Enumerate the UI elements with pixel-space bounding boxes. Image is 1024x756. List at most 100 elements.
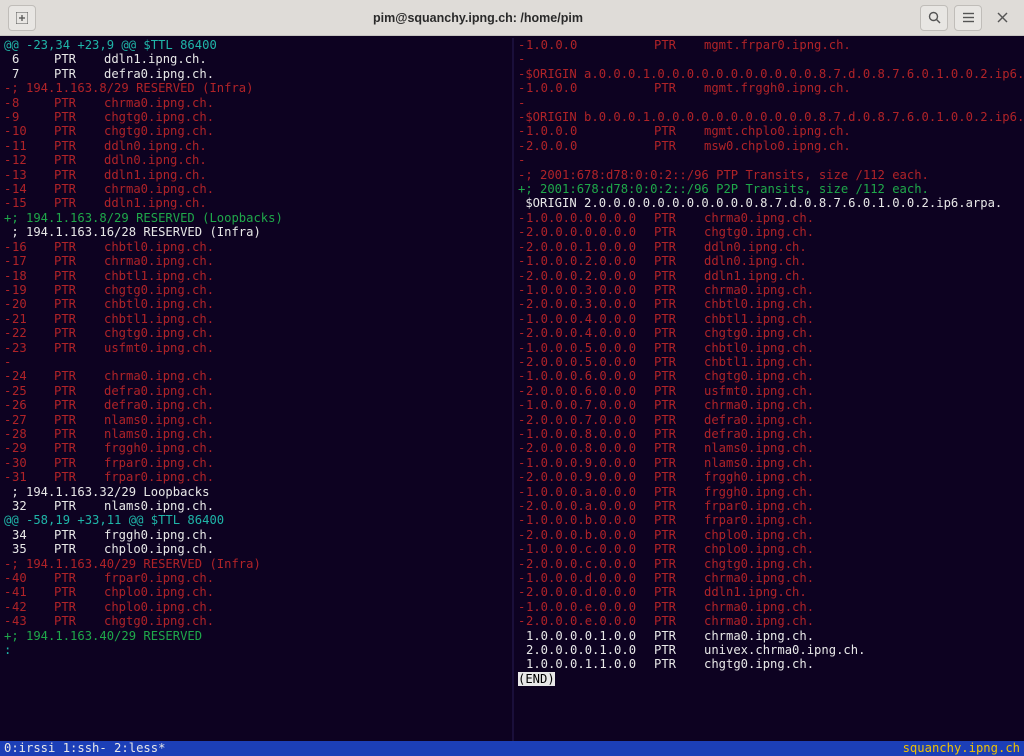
diff-line: -10PTRchgtg0.ipng.ch. (4, 124, 512, 138)
diff-line: -$ORIGIN a.0.0.0.1.0.0.0.0.0.0.0.0.0.0.0… (518, 67, 1024, 81)
new-tab-button[interactable] (8, 5, 36, 31)
diff-line: +; 2001:678:d78:0:0:2::/96 P2P Transits,… (518, 182, 1024, 196)
diff-line: -13PTRddln1.ipng.ch. (4, 168, 512, 182)
diff-line: -8PTRchrma0.ipng.ch. (4, 96, 512, 110)
diff-line: -1.0.0.0.6.0.0.0PTRchgtg0.ipng.ch. (518, 369, 1024, 383)
diff-line: -1.0.0.0PTRmgmt.frggh0.ipng.ch. (518, 81, 1024, 95)
diff-line: -1.0.0.0.0.0.0.0PTRchrma0.ipng.ch. (518, 211, 1024, 225)
diff-line: -2.0.0.0.b.0.0.0PTRchplo0.ipng.ch. (518, 528, 1024, 542)
search-icon (928, 11, 941, 24)
diff-line: 2.0.0.0.0.1.0.0PTRunivex.chrma0.ipng.ch. (518, 643, 1024, 657)
diff-line: -; 2001:678:d78:0:0:2::/96 PTP Transits,… (518, 168, 1024, 182)
diff-line: -; 194.1.163.40/29 RESERVED (Infra) (4, 557, 512, 571)
diff-line: -2.0.0.0.7.0.0.0PTRdefra0.ipng.ch. (518, 413, 1024, 427)
diff-line: -12PTRddln0.ipng.ch. (4, 153, 512, 167)
diff-line: -19PTRchgtg0.ipng.ch. (4, 283, 512, 297)
diff-line: -41PTRchplo0.ipng.ch. (4, 585, 512, 599)
diff-line: -18PTRchbtl1.ipng.ch. (4, 269, 512, 283)
diff-line: -1.0.0.0.b.0.0.0PTRfrpar0.ipng.ch. (518, 513, 1024, 527)
diff-line: -2.0.0.0.0.0.0.0PTRchgtg0.ipng.ch. (518, 225, 1024, 239)
diff-line: -1.0.0.0.3.0.0.0PTRchrma0.ipng.ch. (518, 283, 1024, 297)
diff-line: -40PTRfrpar0.ipng.ch. (4, 571, 512, 585)
terminal-window: pim@squanchy.ipng.ch: /home/pim @@ -23,3… (0, 0, 1024, 756)
diff-line: -2.0.0.0.2.0.0.0PTRddln1.ipng.ch. (518, 269, 1024, 283)
diff-line: -17PTRchrma0.ipng.ch. (4, 254, 512, 268)
hamburger-icon (962, 12, 975, 23)
diff-line: -1.0.0.0.d.0.0.0PTRchrma0.ipng.ch. (518, 571, 1024, 585)
left-pane[interactable]: @@ -23,34 +23,9 @@ $TTL 86400 6PTRddln1.… (0, 38, 512, 741)
diff-line: -2.0.0.0.5.0.0.0PTRchbtl1.ipng.ch. (518, 355, 1024, 369)
diff-line: 35PTRchplo0.ipng.ch. (4, 542, 512, 556)
diff-line: -26PTRdefra0.ipng.ch. (4, 398, 512, 412)
diff-line: @@ -58,19 +33,11 @@ $TTL 86400 (4, 513, 512, 527)
diff-line: -1.0.0.0.7.0.0.0PTRchrma0.ipng.ch. (518, 398, 1024, 412)
diff-line: -1.0.0.0.e.0.0.0PTRchrma0.ipng.ch. (518, 600, 1024, 614)
diff-line: -24PTRchrma0.ipng.ch. (4, 369, 512, 383)
diff-line: -23PTRusfmt0.ipng.ch. (4, 341, 512, 355)
diff-line: -1.0.0.0.2.0.0.0PTRddln0.ipng.ch. (518, 254, 1024, 268)
diff-line: -16PTRchbtl0.ipng.ch. (4, 240, 512, 254)
close-icon (997, 12, 1008, 23)
diff-line: -1.0.0.0PTRmgmt.chplo0.ipng.ch. (518, 124, 1024, 138)
statusbar-windows: 0:irssi 1:ssh- 2:less* (4, 741, 903, 755)
diff-line: -2.0.0.0.d.0.0.0PTRddln1.ipng.ch. (518, 585, 1024, 599)
diff-line: -14PTRchrma0.ipng.ch. (4, 182, 512, 196)
diff-line: -2.0.0.0.a.0.0.0PTRfrpar0.ipng.ch. (518, 499, 1024, 513)
diff-line: +; 194.1.163.40/29 RESERVED (4, 629, 512, 643)
diff-line: -1.0.0.0.a.0.0.0PTRfrggh0.ipng.ch. (518, 485, 1024, 499)
diff-line: -1.0.0.0.c.0.0.0PTRchplo0.ipng.ch. (518, 542, 1024, 556)
diff-line: -$ORIGIN b.0.0.0.1.0.0.0.0.0.0.0.0.0.0.0… (518, 110, 1024, 124)
diff-line: -21PTRchbtl1.ipng.ch. (4, 312, 512, 326)
right-pane[interactable]: -1.0.0.0PTRmgmt.frpar0.ipng.ch.--$ORIGIN… (512, 38, 1024, 741)
diff-line: -2.0.0.0.6.0.0.0PTRusfmt0.ipng.ch. (518, 384, 1024, 398)
diff-line: +; 194.1.163.8/29 RESERVED (Loopbacks) (4, 211, 512, 225)
tmux-statusbar: 0:irssi 1:ssh- 2:less* squanchy.ipng.ch (0, 741, 1024, 756)
tmux-panes: @@ -23,34 +23,9 @@ $TTL 86400 6PTRddln1.… (0, 36, 1024, 741)
diff-line: -31PTRfrpar0.ipng.ch. (4, 470, 512, 484)
window-title: pim@squanchy.ipng.ch: /home/pim (36, 11, 920, 25)
diff-line: - (518, 153, 1024, 167)
diff-line: -42PTRchplo0.ipng.ch. (4, 600, 512, 614)
diff-line: - (518, 52, 1024, 66)
diff-line: 6PTRddln1.ipng.ch. (4, 52, 512, 66)
diff-line: -1.0.0.0.8.0.0.0PTRdefra0.ipng.ch. (518, 427, 1024, 441)
diff-line: -11PTRddln0.ipng.ch. (4, 139, 512, 153)
diff-line: @@ -23,34 +23,9 @@ $TTL 86400 (4, 38, 512, 52)
diff-line: -2.0.0.0.8.0.0.0PTRnlams0.ipng.ch. (518, 441, 1024, 455)
diff-line: -43PTRchgtg0.ipng.ch. (4, 614, 512, 628)
diff-line: -2.0.0.0.c.0.0.0PTRchgtg0.ipng.ch. (518, 557, 1024, 571)
diff-line: -2.0.0.0.4.0.0.0PTRchgtg0.ipng.ch. (518, 326, 1024, 340)
diff-line: -2.0.0.0.1.0.0.0PTRddln0.ipng.ch. (518, 240, 1024, 254)
titlebar: pim@squanchy.ipng.ch: /home/pim (0, 0, 1024, 36)
terminal-body[interactable]: @@ -23,34 +23,9 @@ $TTL 86400 6PTRddln1.… (0, 36, 1024, 756)
diff-line: -1.0.0.0.4.0.0.0PTRchbtl1.ipng.ch. (518, 312, 1024, 326)
diff-line: : (4, 643, 512, 657)
diff-line: 32PTRnlams0.ipng.ch. (4, 499, 512, 513)
diff-line: 1.0.0.0.0.1.0.0PTRchrma0.ipng.ch. (518, 629, 1024, 643)
diff-line: $ORIGIN 2.0.0.0.0.0.0.0.0.0.0.0.8.7.d.0.… (518, 196, 1024, 210)
diff-line: -2.0.0.0.e.0.0.0PTRchrma0.ipng.ch. (518, 614, 1024, 628)
diff-line: -30PTRfrpar0.ipng.ch. (4, 456, 512, 470)
menu-button[interactable] (954, 5, 982, 31)
diff-line: ; 194.1.163.16/28 RESERVED (Infra) (4, 225, 512, 239)
diff-line: -2.0.0.0PTRmsw0.chplo0.ipng.ch. (518, 139, 1024, 153)
diff-line: -1.0.0.0PTRmgmt.frpar0.ipng.ch. (518, 38, 1024, 52)
diff-line: 1.0.0.0.1.1.0.0PTRchgtg0.ipng.ch. (518, 657, 1024, 671)
close-button[interactable] (988, 5, 1016, 31)
diff-line: 34PTRfrggh0.ipng.ch. (4, 528, 512, 542)
diff-line: -28PTRnlams0.ipng.ch. (4, 427, 512, 441)
diff-line: -2.0.0.0.9.0.0.0PTRfrggh0.ipng.ch. (518, 470, 1024, 484)
statusbar-host: squanchy.ipng.ch (903, 741, 1020, 755)
diff-line: - (518, 96, 1024, 110)
search-button[interactable] (920, 5, 948, 31)
diff-line: -27PTRnlams0.ipng.ch. (4, 413, 512, 427)
diff-line: (END) (518, 672, 1024, 686)
diff-line: -1.0.0.0.9.0.0.0PTRnlams0.ipng.ch. (518, 456, 1024, 470)
diff-line: -15PTRddln1.ipng.ch. (4, 196, 512, 210)
diff-line: -9PTRchgtg0.ipng.ch. (4, 110, 512, 124)
diff-line: -22PTRchgtg0.ipng.ch. (4, 326, 512, 340)
diff-line: ; 194.1.163.32/29 Loopbacks (4, 485, 512, 499)
diff-line: -2.0.0.0.3.0.0.0PTRchbtl0.ipng.ch. (518, 297, 1024, 311)
diff-line: 7PTRdefra0.ipng.ch. (4, 67, 512, 81)
diff-line: -1.0.0.0.5.0.0.0PTRchbtl0.ipng.ch. (518, 341, 1024, 355)
